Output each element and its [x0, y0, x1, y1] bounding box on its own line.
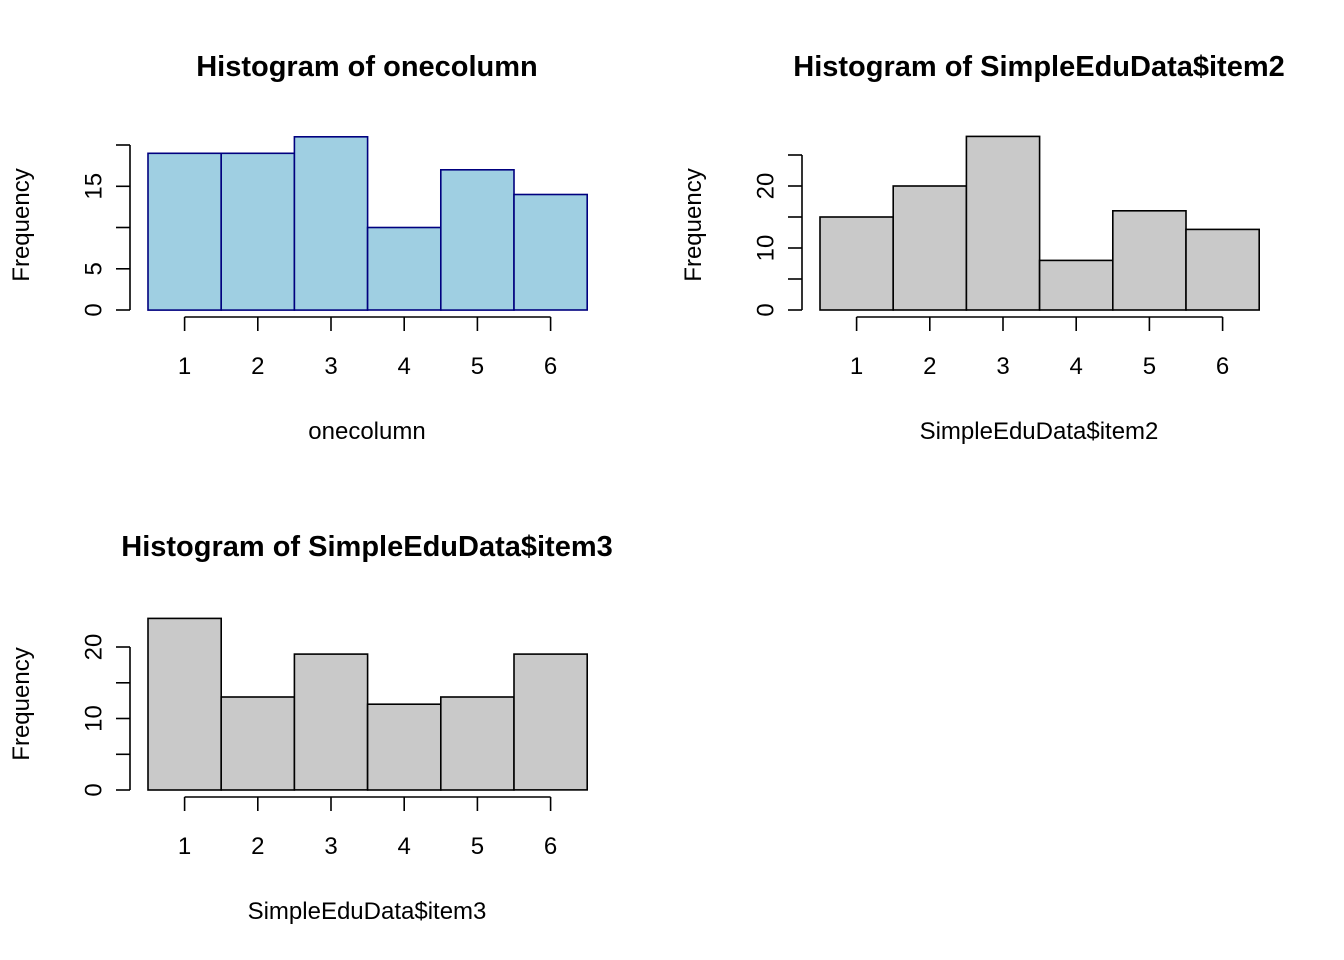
- chart-title: Histogram of SimpleEduData$item2: [793, 51, 1285, 83]
- y-tick-label: 5: [81, 262, 108, 275]
- histogram-bar: [439, 169, 515, 311]
- histogram-bar: [293, 136, 369, 311]
- histogram-bar: [293, 653, 369, 791]
- x-tick-label: 2: [923, 353, 936, 380]
- histogram-bar: [819, 216, 894, 311]
- chart-title: Histogram of onecolumn: [196, 51, 538, 83]
- x-tick-label: 5: [471, 833, 484, 860]
- histogram-onecolumn: Histogram of onecolumn onecolumn Frequen…: [8, 51, 588, 445]
- x-tick-label: 5: [1143, 353, 1156, 380]
- histogram-bar: [513, 193, 588, 311]
- y-axis-label: Frequency: [680, 168, 707, 281]
- x-axis-label: onecolumn: [308, 418, 425, 445]
- histogram-bar: [439, 696, 515, 791]
- x-tick-label: 6: [1216, 353, 1229, 380]
- histogram-item3: Histogram of SimpleEduData$item3 SimpleE…: [8, 531, 613, 925]
- x-tick-label: 3: [324, 833, 337, 860]
- y-tick-label: 0: [81, 783, 108, 796]
- histogram-item2: Histogram of SimpleEduData$item2 SimpleE…: [680, 51, 1285, 445]
- x-tick-label: 2: [251, 833, 264, 860]
- histogram-bar: [220, 696, 296, 791]
- x-tick-label: 1: [850, 353, 863, 380]
- x-tick-label: 6: [544, 353, 557, 380]
- y-tick-label: 15: [81, 173, 108, 200]
- y-tick-label: 10: [81, 705, 108, 732]
- histogram-bar: [147, 617, 222, 791]
- chart-title: Histogram of SimpleEduData$item3: [121, 531, 613, 563]
- histogram-bar: [366, 226, 442, 311]
- y-axis-label: Frequency: [8, 647, 35, 760]
- x-tick-label: 1: [178, 833, 191, 860]
- x-tick-label: 1: [178, 353, 191, 380]
- histogram-bar: [1038, 259, 1114, 311]
- y-tick-label: 0: [81, 303, 108, 316]
- histogram-bar: [892, 185, 968, 311]
- histogram-bar: [1185, 228, 1260, 311]
- x-axis-label: SimpleEduData$item3: [248, 898, 487, 925]
- histogram-bar: [220, 152, 296, 311]
- x-tick-label: 5: [471, 353, 484, 380]
- histogram-bar: [965, 135, 1041, 311]
- x-tick-label: 4: [398, 353, 411, 380]
- x-axis-label: SimpleEduData$item2: [920, 418, 1159, 445]
- y-tick-label: 20: [753, 173, 780, 200]
- histogram-bar: [513, 653, 588, 791]
- histogram-bar: [1112, 210, 1187, 311]
- histogram-bar: [147, 152, 222, 311]
- x-tick-label: 4: [1070, 353, 1083, 380]
- x-tick-label: 4: [398, 833, 411, 860]
- x-tick-label: 6: [544, 833, 557, 860]
- histogram-bar: [366, 703, 442, 791]
- y-tick-label: 0: [753, 303, 780, 316]
- y-axis-label: Frequency: [8, 168, 35, 281]
- y-tick-label: 10: [753, 235, 780, 262]
- y-tick-label: 20: [81, 634, 108, 661]
- x-tick-label: 3: [996, 353, 1009, 380]
- x-tick-label: 2: [251, 353, 264, 380]
- x-tick-label: 3: [324, 353, 337, 380]
